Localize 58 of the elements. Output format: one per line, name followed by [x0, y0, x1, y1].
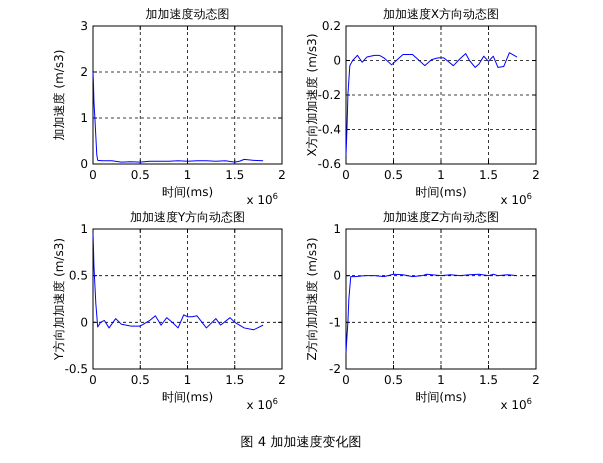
y-tick-label: 0	[80, 157, 88, 171]
x-tick-label: 1.5	[478, 373, 498, 387]
y-tick-label: -0.5	[64, 362, 88, 376]
x-tick-label: 2	[278, 373, 286, 387]
x-tick-label: 0.5	[130, 373, 150, 387]
y-axis-title: Y方向加加速度 (m/s3)	[52, 238, 66, 362]
x-tick-label: 2	[278, 168, 286, 182]
line-series	[346, 274, 518, 354]
chart-title: 加加速度X方向动态图	[382, 7, 500, 21]
text: x 10$^{6}$	[246, 191, 278, 207]
y-tick-label: 0	[80, 315, 88, 330]
x-tick-label: 0	[89, 373, 97, 387]
text: x 10$^{6}$	[246, 396, 278, 412]
x-axis-title: 时间(ms)	[162, 390, 214, 404]
y-axis-title: Z方向加加速度 (m/s3)	[305, 237, 319, 361]
chart-title: 加加速度动态图	[146, 7, 230, 21]
x-tick-label: 0	[89, 168, 97, 182]
x-axis-title: 时间(ms)	[415, 185, 467, 199]
x-tick-label: 2	[532, 168, 540, 182]
y-tick-label: 1	[333, 222, 341, 236]
y-tick-label: 0	[333, 54, 341, 68]
x-tick-label: 0.5	[384, 373, 404, 387]
y-tick-label: 3	[80, 19, 88, 33]
y-tick-label: -0.2	[318, 88, 341, 102]
x-tick-label: 1	[184, 373, 192, 387]
y-tick-label: 2	[80, 65, 88, 79]
y-tick-label: -2	[329, 362, 341, 376]
text: x 10$^{6}$	[500, 191, 532, 207]
y-tick-label: -0.6	[318, 157, 341, 171]
y-tick-label: 0.2	[322, 19, 341, 33]
y-tick-label: 1	[80, 222, 88, 236]
x-axis-title: 时间(ms)	[415, 390, 467, 404]
y-tick-label: 0.5	[68, 268, 88, 283]
x-tick-label: 0	[342, 168, 350, 182]
text: x 10$^{6}$	[500, 396, 532, 412]
y-axis-title: 加加速度 (m/s3)	[52, 50, 66, 140]
x-axis-title: 时间(ms)	[162, 185, 214, 199]
x-tick-label: 1.5	[478, 168, 498, 182]
line-series	[92, 72, 264, 163]
x-tick-label: 0.5	[384, 168, 404, 182]
x-tick-label: 1	[437, 168, 445, 182]
x-tick-label: 1.5	[225, 168, 244, 182]
y-tick-label: -1	[329, 315, 341, 330]
y-tick-label: -0.4	[318, 122, 341, 136]
x-tick-label: 0	[342, 373, 350, 387]
caption: 图 4 加加速度变化图	[240, 434, 362, 450]
x-tick-label: 1	[184, 168, 192, 182]
line-series	[92, 233, 264, 330]
x-tick-label: 1	[437, 373, 445, 387]
chart-title: 加加速度Z方向动态图	[382, 210, 500, 224]
x-tick-label: 1.5	[225, 373, 244, 387]
y-tick-label: 0	[333, 268, 341, 283]
x-tick-label: 2	[532, 373, 540, 387]
x-tick-label: 0.5	[130, 168, 150, 182]
line-series	[346, 52, 518, 156]
y-axis-title: X方向加加速度 (m/s3)	[305, 33, 319, 157]
y-tick-label: 1	[80, 111, 88, 125]
chart-title: 加加速度Y方向动态图	[130, 210, 246, 224]
